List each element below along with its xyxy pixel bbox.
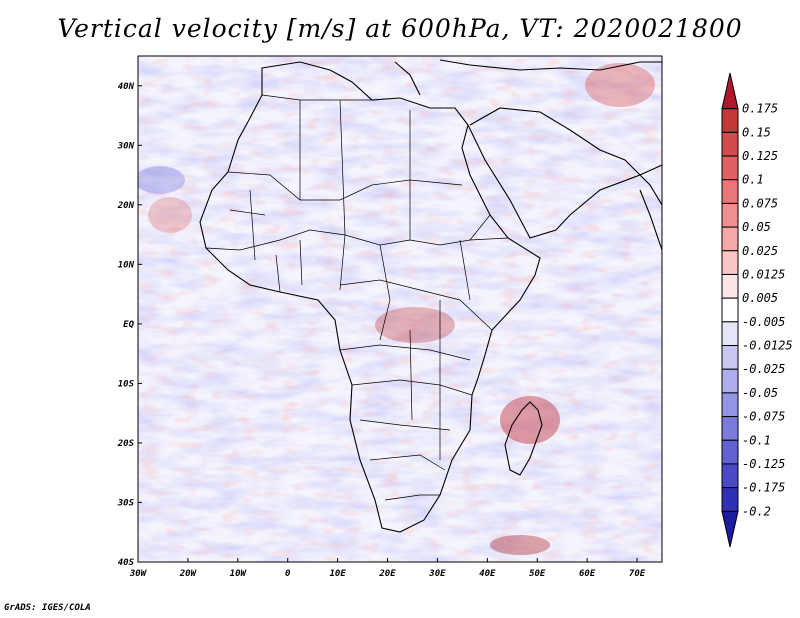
colorbar-label: 0.05 xyxy=(742,220,771,234)
colorbar-swatch xyxy=(721,202,739,228)
colorbar-swatch xyxy=(721,250,739,275)
lon-tick-label: 50E xyxy=(529,569,546,579)
colorbar-label: 0.125 xyxy=(742,149,778,163)
colorbar-label: -0.125 xyxy=(742,457,785,471)
velocity-field xyxy=(138,56,662,562)
colorbar-label: -0.175 xyxy=(742,481,785,495)
lat-tick-label: EQ xyxy=(123,320,134,330)
chart-title: Vertical velocity [m/s] at 600hPa, VT: 2… xyxy=(57,14,743,43)
colorbar-swatch xyxy=(721,392,739,418)
colorbar-label: 0.0125 xyxy=(742,267,785,281)
lon-tick: 50E xyxy=(529,558,546,579)
lat-tick: 10N xyxy=(118,260,142,270)
colorbar-swatch xyxy=(721,463,739,489)
footer-credit: GrADS: IGES/COLA xyxy=(4,603,91,613)
lat-tick: 20S xyxy=(117,439,142,449)
colorbar-label: -0.0125 xyxy=(742,339,793,353)
lat-tick: 20N xyxy=(117,201,142,211)
lat-tick-label: 40N xyxy=(118,82,135,92)
lon-tick: 20W xyxy=(179,558,198,579)
lon-tick: 30E xyxy=(428,558,446,579)
lon-tick-label: 20W xyxy=(179,569,198,579)
south-cell xyxy=(490,535,550,555)
colorbar-label: 0.15 xyxy=(742,125,771,139)
colorbar-bottom-arrow xyxy=(721,510,739,548)
colorbar-swatch xyxy=(721,487,739,512)
lon-tick: 10E xyxy=(329,558,346,579)
colorbar-swatch xyxy=(721,439,739,465)
colorbar-label: -0.005 xyxy=(742,315,785,329)
colorbar-label: -0.05 xyxy=(742,386,778,400)
northeast-cell xyxy=(585,63,655,107)
lat-tick-label: 40S xyxy=(118,558,135,568)
map-frame xyxy=(137,55,663,563)
lat-axis: 40N 30N 20N 10N EQ 10S 20S 30S 40S xyxy=(117,82,142,568)
colorbar-swatch xyxy=(721,226,739,252)
lon-tick-label: 30W xyxy=(129,569,148,579)
colorbar-swatch xyxy=(721,368,739,394)
colorbar-swatch xyxy=(721,108,739,133)
colorbar-label: -0.025 xyxy=(742,362,785,376)
lon-tick: 0 xyxy=(285,558,291,579)
lat-tick-label: 30S xyxy=(117,498,135,508)
lat-tick-label: 10N xyxy=(118,260,135,270)
colorbar-swatch xyxy=(721,321,739,347)
lon-tick-label: 60E xyxy=(579,569,596,579)
lat-tick: 40N xyxy=(118,82,142,92)
atlantic-blue-cell xyxy=(138,166,185,194)
lon-tick: 60E xyxy=(579,558,596,579)
colorbar-swatch xyxy=(721,416,739,441)
colorbar-swatch xyxy=(721,273,739,299)
lon-tick: 70E xyxy=(629,558,646,579)
colorbar-top-arrow xyxy=(721,72,739,110)
colorbar-swatch xyxy=(721,179,739,204)
colorbar-label: 0.075 xyxy=(742,196,778,210)
colorbar-swatch xyxy=(721,155,739,181)
lat-tick-label: 30N xyxy=(117,141,135,151)
congo-cell xyxy=(375,307,455,343)
lat-tick-label: 20S xyxy=(117,439,135,449)
colorbar-label: -0.1 xyxy=(742,433,771,447)
lon-axis: 30W 20W 10W 0 10E 20E 30E 40E 50E 60E 70E xyxy=(129,558,646,579)
atlantic-cell xyxy=(148,197,192,233)
colorbar-swatch xyxy=(721,345,739,370)
lon-tick-label: 40E xyxy=(479,569,496,579)
lat-tick-label: 10S xyxy=(118,379,135,389)
lon-tick: 30W xyxy=(129,558,148,579)
colorbar-label: 0.025 xyxy=(742,244,778,258)
madagascar-cell xyxy=(500,396,560,444)
lon-tick-label: 10E xyxy=(329,569,346,579)
lat-tick-label: 20N xyxy=(117,201,135,211)
colorbar-label: 0.1 xyxy=(742,173,764,187)
lat-tick: 30N xyxy=(117,141,142,151)
coastlines xyxy=(199,59,662,533)
lon-tick: 20E xyxy=(378,558,396,579)
colorbar-label: -0.2 xyxy=(742,504,771,518)
lat-tick: 10S xyxy=(118,379,142,389)
lon-tick-label: 20E xyxy=(378,569,396,579)
lat-tick: 40S xyxy=(118,558,142,568)
colorbar-label: -0.075 xyxy=(742,410,785,424)
lon-tick: 40E xyxy=(479,558,496,579)
colorbar-label: 0.175 xyxy=(742,102,778,116)
lon-tick-label: 10W xyxy=(230,569,248,579)
lon-tick-label: 0 xyxy=(285,569,291,579)
lon-tick-label: 70E xyxy=(629,569,646,579)
lat-tick: EQ xyxy=(123,320,142,330)
colorbar-label: 0.005 xyxy=(742,291,778,305)
colorbar: 0.175 0.15 0.125 0.1 0.075 0.05 0.025 0.0125 0.0… xyxy=(721,72,793,548)
lon-tick: 10W xyxy=(230,558,248,579)
lon-tick-label: 30E xyxy=(428,569,446,579)
lat-tick: 30S xyxy=(117,498,142,508)
country-borders xyxy=(205,94,509,501)
colorbar-swatch xyxy=(721,131,739,157)
colorbar-swatch xyxy=(721,297,739,323)
